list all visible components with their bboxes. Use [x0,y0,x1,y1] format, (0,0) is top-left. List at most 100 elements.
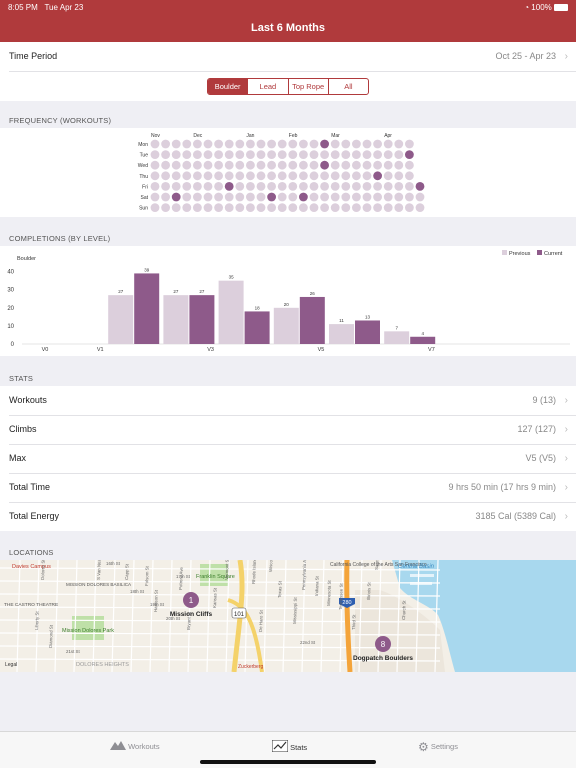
workout-day-dot [150,139,160,149]
segment-boulder[interactable]: Boulder [208,79,249,94]
workout-day-dot [299,160,308,170]
workout-day-dot [383,139,393,149]
stat-row-total-energy[interactable]: Total Energy 3185 Cal (5389 Cal) › [0,502,576,531]
stat-row-climbs[interactable]: Climbs 127 (127) › [0,415,576,444]
workout-day-dot [256,171,266,181]
x-tick-label: V7 [428,347,435,353]
workout-day-dot [352,182,361,191]
street-label: Folsom St [144,565,150,586]
location-pin-dogpatch-boulders[interactable]: 8 Dogpatch Boulders [353,636,413,662]
chevron-right-icon: › [564,482,568,493]
street-label: Kansas St [212,587,218,608]
workout-day-dot [352,171,361,181]
workout-day-dot [394,150,404,159]
workout-day-dot [161,182,171,191]
workout-day-dot [246,139,255,149]
bar-previous-V4 [273,307,299,344]
map-label: Davies Campus [12,564,51,570]
workout-day-dot [352,150,361,159]
completions-header: COMPLETIONS (BY LEVEL) [9,234,111,243]
workout-day-dot [299,171,308,181]
gear-icon: ⚙ [418,740,429,754]
stat-row-workouts[interactable]: Workouts 9 (13) › [0,386,576,415]
workout-day-dot [235,192,245,202]
climb-type-segmented-control[interactable]: Boulder Lead Top Rope All [207,78,369,95]
tab-settings[interactable]: ⚙ Settings [418,740,458,754]
workout-day-dot [246,192,255,202]
street-label: De Haro St [258,609,264,632]
workout-day-dot [235,182,245,191]
workout-day-dot [373,139,382,149]
tab-stats[interactable]: Stats [271,739,307,753]
workout-day-dot [309,192,319,202]
bar-data-label: 26 [310,291,316,296]
month-label: Apr [384,133,392,139]
workout-day-dot [161,150,171,159]
chart-subtitle: Boulder [17,256,36,262]
workout-day-dot [405,171,414,181]
workout-day-dot [182,182,192,191]
workout-day-dot [256,139,266,149]
workout-day-dot-active [415,182,425,191]
segment-all[interactable]: All [344,82,353,91]
frequency-header: FREQUENCY (WORKOUTS) [9,116,112,125]
month-label: Nov [151,133,160,139]
workout-day-dot [214,203,224,212]
stat-row-max[interactable]: Max V5 (V5) › [0,444,576,473]
workout-day-dot [320,171,329,181]
segment-top-rope[interactable]: Top Rope [289,79,329,94]
workout-day-dot [171,203,181,212]
street-label: Rhode Island St [251,560,257,584]
bar-data-label: 18 [255,305,261,310]
workout-day-dot [394,171,404,181]
workout-day-dot [383,160,393,170]
legal-link[interactable]: Legal [5,662,17,668]
street-label: Mississippi St [292,597,298,625]
workout-day-dot [161,171,171,181]
workout-day-dot [394,160,404,170]
highway-280-shield [339,598,355,608]
workout-day-dot [352,139,361,149]
street-label: Sanchez St [374,560,380,570]
workout-day-dot-active [405,150,414,159]
workout-day-dot [405,192,414,202]
workout-day-dot [277,182,287,191]
street-label: 17th St [176,574,191,579]
workout-day-dot [330,171,340,181]
land-area [355,590,445,672]
workout-day-dot [341,150,351,159]
stat-label: Max [9,453,27,463]
workout-day-dot [193,182,202,191]
workout-day-dot [330,150,340,159]
workout-day-dot [383,192,393,202]
location-pin-mission-cliffs[interactable]: 1 Mission Cliffs [170,592,213,618]
segment-lead[interactable]: Lead [248,79,289,94]
bar-data-label: 27 [118,289,124,294]
workout-day-dot [394,203,404,212]
stat-row-total-time[interactable]: Total Time 9 hrs 50 min (17 hrs 9 min) › [0,473,576,502]
workout-day-dot [161,203,171,212]
map-label: DOLORES HEIGHTS [76,662,129,668]
workout-day-dot [246,171,255,181]
workout-day-dot [394,192,404,202]
workout-day-dot [150,160,160,170]
workout-day-dot [224,139,234,149]
time-period-row[interactable]: Time Period Oct 25 - Apr 23 › [0,42,576,71]
workout-day-dot [288,160,298,170]
bar-data-label: 27 [173,289,179,294]
workout-day-dot [341,182,351,191]
street-label: 22nd St [300,640,316,645]
map-canvas[interactable]: 101 280 Davies Campus THE CASTRO THEATRE… [0,560,576,672]
locations-map[interactable]: 101 280 Davies Campus THE CASTRO THEATRE… [0,560,576,672]
bar-current-V4 [299,296,325,344]
workout-day-dot [150,150,160,159]
workout-day-dot [203,160,213,170]
workout-day-dot [256,192,266,202]
legend-label: Previous [509,251,531,257]
workout-day-dot [267,182,276,191]
tab-workouts[interactable]: Workouts [110,740,160,751]
workout-day-dot [235,150,245,159]
workout-day-dot [277,171,287,181]
y-tick-label: 10 [7,324,14,330]
mountain-icon [110,741,126,750]
